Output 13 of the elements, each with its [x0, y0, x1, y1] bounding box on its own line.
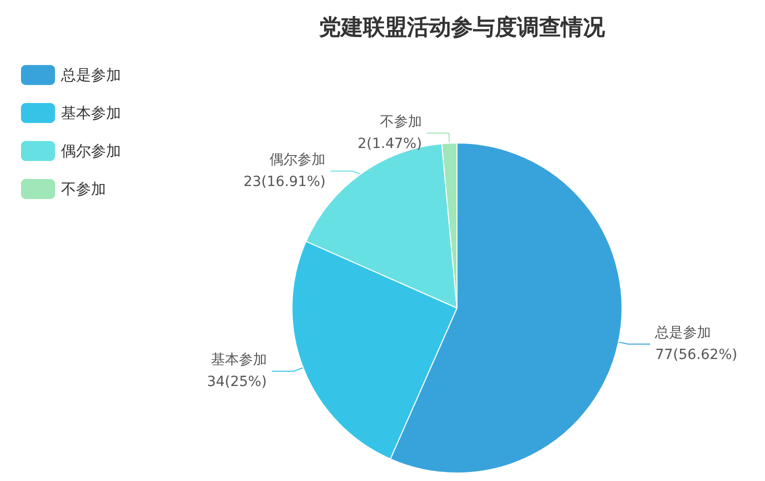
data-label: 77(56.62%)	[655, 347, 738, 364]
data-label: 2(1.47%)	[358, 136, 422, 152]
slice-label: 偶尔参加	[270, 152, 326, 168]
slice-label: 不参加	[380, 114, 422, 130]
data-label: 34(25%)	[206, 374, 267, 390]
chart-title: 党建联盟活动参与度调查情况	[318, 14, 606, 40]
legend-label: 基本参加	[61, 104, 121, 122]
slice-label: 基本参加	[210, 352, 267, 368]
data-label: 23(16.91%)	[243, 174, 326, 190]
slice-label: 总是参加	[654, 325, 712, 342]
legend-label: 不参加	[61, 180, 106, 198]
legend-label: 总是参加	[60, 66, 121, 84]
legend-label: 偶尔参加	[61, 142, 121, 160]
